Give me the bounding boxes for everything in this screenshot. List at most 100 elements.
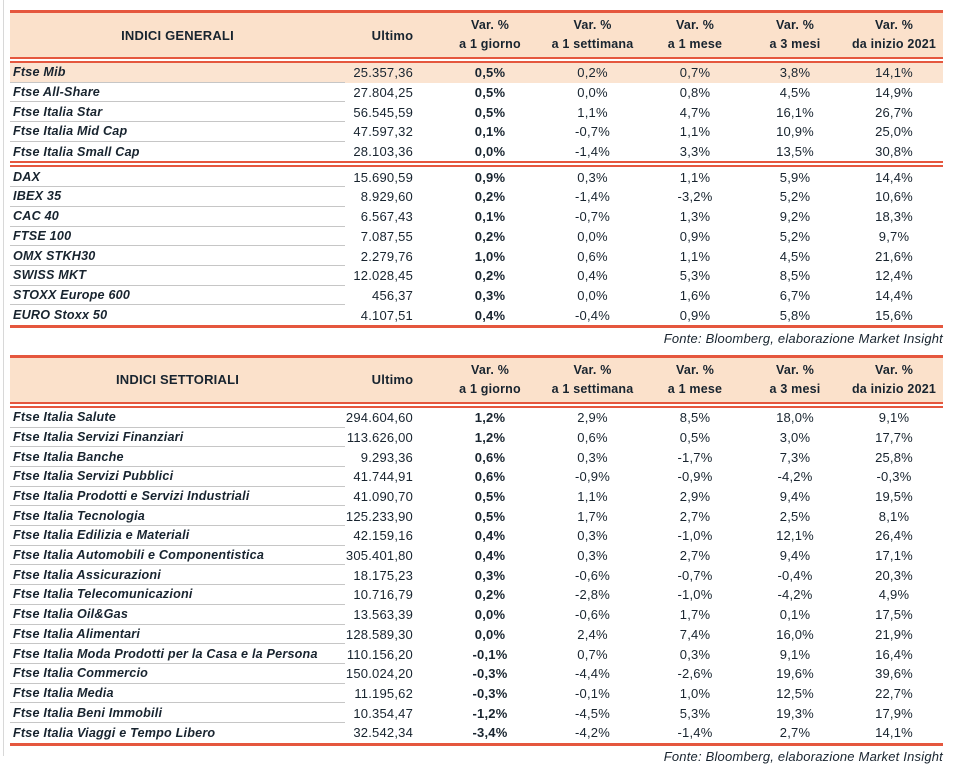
var-1week: 0,6% <box>577 248 608 264</box>
var-3months: 9,4% <box>779 489 811 505</box>
column-header-line1: Var. % <box>470 363 510 378</box>
var-1month: 1,1% <box>679 248 711 264</box>
table-row: Ftse Italia Small Cap 28.103,36 0,0% -1,4% 3… <box>10 142 943 162</box>
var-1month: -1,4% <box>677 725 713 741</box>
var-1day: 0,6% <box>474 469 506 485</box>
index-name: Ftse Italia Salute <box>10 408 345 428</box>
var-1month: 1,3% <box>679 209 711 225</box>
var-ytd-2021: 21,9% <box>875 626 913 642</box>
column-header-line2: da inizio 2021 <box>851 381 937 396</box>
index-name: Ftse Italia Mid Cap <box>10 122 345 142</box>
var-ytd-2021: 30,8% <box>875 144 913 160</box>
table-row: IBEX 35 8.929,60 0,2% -1,4% -3,2% 5,2% 10,6% <box>10 187 943 207</box>
var-1month: 0,5% <box>679 429 711 445</box>
var-3months: -4,2% <box>777 587 813 603</box>
var-ytd-2021: 18,3% <box>875 209 913 225</box>
var-1week: 0,3% <box>577 169 608 185</box>
index-last-value: 10.354,47 <box>353 705 413 721</box>
var-3months: 16,0% <box>776 626 814 642</box>
index-name: FTSE 100 <box>10 227 345 247</box>
var-1week: -0,6% <box>575 607 610 623</box>
header-separator-line <box>10 57 943 63</box>
var-1week: -4,2% <box>575 725 610 741</box>
var-3months: 18,0% <box>776 410 814 426</box>
index-last-value: 41.744,91 <box>353 469 413 485</box>
var-ytd-2021: 19,5% <box>875 489 913 505</box>
var-1month: 1,1% <box>679 124 711 140</box>
var-3months: 5,8% <box>779 307 811 323</box>
var-1day: -1,2% <box>472 705 508 721</box>
var-1month: 2,7% <box>679 508 711 524</box>
table-title: INDICI GENERALI <box>121 27 234 43</box>
var-1month: -2,6% <box>677 666 713 682</box>
var-1month: 0,9% <box>679 307 711 323</box>
index-name: Ftse Italia Commercio <box>10 664 345 684</box>
var-1week: -0,9% <box>575 469 610 485</box>
table-row: Ftse Italia Moda Prodotti per la Casa e … <box>10 644 943 664</box>
var-1week: -0,1% <box>575 685 610 701</box>
var-1week: -2,8% <box>575 587 610 603</box>
var-3months: 13,5% <box>776 144 814 160</box>
index-last-value: 32.542,34 <box>353 725 413 741</box>
index-name: Ftse Mib <box>10 63 345 83</box>
var-3months: 3,0% <box>779 429 811 445</box>
var-ytd-2021: 17,9% <box>875 705 913 721</box>
var-3months: 8,5% <box>779 268 811 284</box>
table-row: CAC 40 6.567,43 0,1% -0,7% 1,3% 9,2% 18,3% <box>10 207 943 227</box>
index-name: Ftse Italia Edilizia e Materiali <box>10 526 345 546</box>
var-3months: 19,6% <box>776 666 814 682</box>
var-3months: 4,5% <box>779 248 811 264</box>
index-last-value: 128.589,30 <box>345 626 413 642</box>
var-1day: -0,3% <box>472 685 508 701</box>
var-1month: -1,0% <box>677 587 713 603</box>
var-3months: -4,2% <box>777 469 813 485</box>
index-last-value: 456,37 <box>372 287 413 303</box>
var-ytd-2021: 17,1% <box>875 548 913 564</box>
index-name: Ftse Italia Prodotti e Servizi Industria… <box>10 487 345 507</box>
var-1day: 0,2% <box>474 228 506 244</box>
var-1day: 0,3% <box>474 287 506 303</box>
var-1week: 2,9% <box>577 410 608 426</box>
index-name: IBEX 35 <box>10 187 345 207</box>
table-group: Ftse Mib 25.357,36 0,5% 0,2% 0,7% 3,8% 14,1% Ft… <box>10 63 943 161</box>
var-1week: 1,7% <box>577 508 608 524</box>
var-1month: -3,2% <box>677 189 713 205</box>
column-header-line2: a 1 settimana <box>551 37 634 51</box>
column-header-var-3months: Var. % a 3 mesi <box>745 361 845 399</box>
var-ytd-2021: -0,3% <box>876 469 912 485</box>
index-last-value: 6.567,43 <box>360 209 413 225</box>
var-ytd-2021: 4,9% <box>878 587 910 603</box>
index-last-value: 305.401,80 <box>345 548 413 564</box>
index-last-value: 294.604,60 <box>345 410 413 426</box>
var-1month: 8,5% <box>679 410 711 426</box>
index-name: Ftse All-Share <box>10 83 345 103</box>
index-last-value: 41.090,70 <box>353 489 413 505</box>
var-1day: 0,9% <box>474 169 506 185</box>
index-name: Ftse Italia Beni Immobili <box>10 703 345 723</box>
column-header-line1: Var. % <box>874 18 914 33</box>
var-1week: 0,7% <box>577 646 608 662</box>
index-name: DAX <box>10 167 345 188</box>
table-row: Ftse All-Share 27.804,25 0,5% 0,0% 0,8% 4,5% 1… <box>10 83 943 103</box>
var-1month: -0,9% <box>677 469 713 485</box>
var-ytd-2021: 25,0% <box>875 124 913 140</box>
column-header-line1: Var. % <box>675 363 715 378</box>
var-1week: -0,6% <box>575 567 610 583</box>
var-1day: 1,2% <box>474 429 506 445</box>
var-1day: 0,2% <box>474 268 506 284</box>
var-1week: -1,4% <box>575 144 610 160</box>
var-ytd-2021: 10,6% <box>875 189 913 205</box>
index-name: Ftse Italia Star <box>10 102 345 123</box>
table-row: Ftse Italia Commercio 150.024,20 -0,3% -4,4… <box>10 664 943 684</box>
index-last-value: 56.545,59 <box>353 104 413 120</box>
var-1month: 0,7% <box>679 65 711 81</box>
column-header-line2: a 1 settimana <box>551 381 634 396</box>
column-header-line1: Var. % <box>775 18 815 33</box>
table-row: Ftse Italia Oil&Gas 13.563,39 0,0% -0,6% 1,7… <box>10 605 943 625</box>
index-name: OMX STKH30 <box>10 246 345 266</box>
var-1day: 0,5% <box>474 489 506 505</box>
index-last-value: 125.233,90 <box>345 508 413 524</box>
index-last-value: 11.195,62 <box>354 685 413 701</box>
table-row: Ftse Italia Servizi Pubblici 41.744,91 0,6… <box>10 467 943 487</box>
var-1day: 0,5% <box>474 65 506 81</box>
